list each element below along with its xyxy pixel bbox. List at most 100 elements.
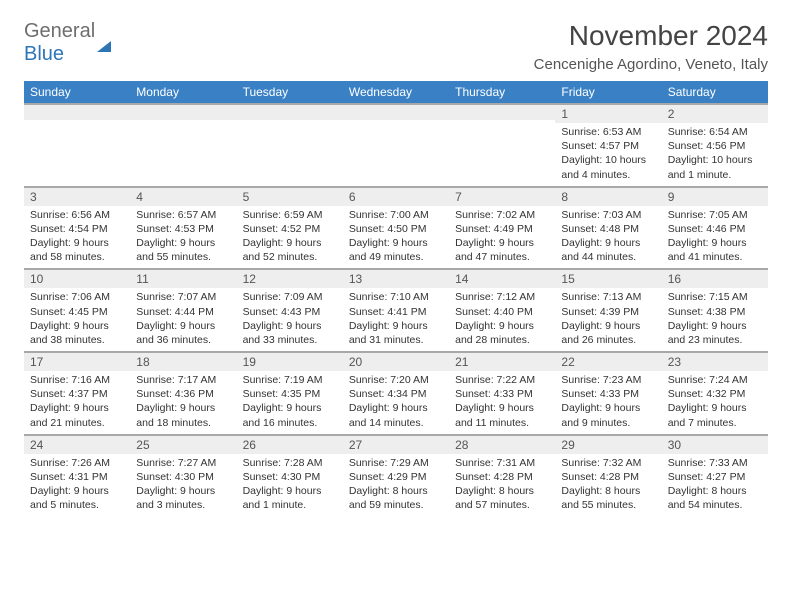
sunset: Sunset: 4:30 PM	[243, 470, 337, 484]
title-block: November 2024 Cencenighe Agordino, Venet…	[534, 20, 768, 73]
calendar-cell: 5Sunrise: 6:59 AMSunset: 4:52 PMDaylight…	[237, 186, 343, 269]
daylight: Daylight: 9 hours and 5 minutes.	[30, 484, 124, 512]
daylight: Daylight: 8 hours and 55 minutes.	[561, 484, 655, 512]
calendar-cell: 27Sunrise: 7:29 AMSunset: 4:29 PMDayligh…	[343, 434, 449, 516]
sunset: Sunset: 4:57 PM	[561, 139, 655, 153]
sunrise: Sunrise: 7:27 AM	[136, 456, 230, 470]
day-number: 24	[24, 435, 130, 454]
sunset: Sunset: 4:37 PM	[30, 387, 124, 401]
day-info: Sunrise: 7:20 AMSunset: 4:34 PMDaylight:…	[343, 371, 449, 434]
empty-day-strip	[237, 104, 343, 120]
day-info: Sunrise: 7:10 AMSunset: 4:41 PMDaylight:…	[343, 288, 449, 351]
day-number: 2	[662, 104, 768, 123]
empty-day-strip	[24, 104, 130, 120]
day-number: 9	[662, 187, 768, 206]
sunrise: Sunrise: 7:15 AM	[668, 290, 762, 304]
daylight: Daylight: 9 hours and 14 minutes.	[349, 401, 443, 429]
daylight: Daylight: 9 hours and 28 minutes.	[455, 319, 549, 347]
sunrise: Sunrise: 7:20 AM	[349, 373, 443, 387]
day-info: Sunrise: 7:17 AMSunset: 4:36 PMDaylight:…	[130, 371, 236, 434]
calendar-cell: 9Sunrise: 7:05 AMSunset: 4:46 PMDaylight…	[662, 186, 768, 269]
calendar-cell: 16Sunrise: 7:15 AMSunset: 4:38 PMDayligh…	[662, 269, 768, 352]
day-info: Sunrise: 7:31 AMSunset: 4:28 PMDaylight:…	[449, 454, 555, 517]
logo-text-wrap: General Blue	[24, 20, 111, 66]
calendar-cell: 1Sunrise: 6:53 AMSunset: 4:57 PMDaylight…	[555, 104, 661, 187]
sunset: Sunset: 4:52 PM	[243, 222, 337, 236]
calendar-week: 10Sunrise: 7:06 AMSunset: 4:45 PMDayligh…	[24, 269, 768, 352]
daylight: Daylight: 9 hours and 21 minutes.	[30, 401, 124, 429]
sunset: Sunset: 4:39 PM	[561, 305, 655, 319]
daylight: Daylight: 9 hours and 1 minute.	[243, 484, 337, 512]
day-info: Sunrise: 7:00 AMSunset: 4:50 PMDaylight:…	[343, 206, 449, 269]
sunrise: Sunrise: 7:12 AM	[455, 290, 549, 304]
daylight: Daylight: 9 hours and 52 minutes.	[243, 236, 337, 264]
day-info: Sunrise: 7:03 AMSunset: 4:48 PMDaylight:…	[555, 206, 661, 269]
daylight: Daylight: 8 hours and 54 minutes.	[668, 484, 762, 512]
day-number: 10	[24, 269, 130, 288]
calendar-body: 1Sunrise: 6:53 AMSunset: 4:57 PMDaylight…	[24, 104, 768, 517]
calendar-cell: 10Sunrise: 7:06 AMSunset: 4:45 PMDayligh…	[24, 269, 130, 352]
daylight: Daylight: 9 hours and 3 minutes.	[136, 484, 230, 512]
sunrise: Sunrise: 6:54 AM	[668, 125, 762, 139]
daylight: Daylight: 9 hours and 55 minutes.	[136, 236, 230, 264]
calendar-week: 24Sunrise: 7:26 AMSunset: 4:31 PMDayligh…	[24, 434, 768, 516]
sunset: Sunset: 4:41 PM	[349, 305, 443, 319]
day-info: Sunrise: 7:33 AMSunset: 4:27 PMDaylight:…	[662, 454, 768, 517]
sunset: Sunset: 4:40 PM	[455, 305, 549, 319]
sunrise: Sunrise: 7:00 AM	[349, 208, 443, 222]
day-number: 8	[555, 187, 661, 206]
sunset: Sunset: 4:49 PM	[455, 222, 549, 236]
calendar-week: 17Sunrise: 7:16 AMSunset: 4:37 PMDayligh…	[24, 352, 768, 435]
day-number: 14	[449, 269, 555, 288]
calendar-cell: 28Sunrise: 7:31 AMSunset: 4:28 PMDayligh…	[449, 434, 555, 516]
sunset: Sunset: 4:53 PM	[136, 222, 230, 236]
day-number: 17	[24, 352, 130, 371]
calendar-cell: 21Sunrise: 7:22 AMSunset: 4:33 PMDayligh…	[449, 352, 555, 435]
sunrise: Sunrise: 7:32 AM	[561, 456, 655, 470]
sunrise: Sunrise: 7:03 AM	[561, 208, 655, 222]
sunrise: Sunrise: 7:16 AM	[30, 373, 124, 387]
day-number: 27	[343, 435, 449, 454]
day-number: 28	[449, 435, 555, 454]
day-info: Sunrise: 7:15 AMSunset: 4:38 PMDaylight:…	[662, 288, 768, 351]
calendar-cell: 25Sunrise: 7:27 AMSunset: 4:30 PMDayligh…	[130, 434, 236, 516]
sunrise: Sunrise: 6:57 AM	[136, 208, 230, 222]
empty-day-strip	[130, 104, 236, 120]
calendar-cell: 19Sunrise: 7:19 AMSunset: 4:35 PMDayligh…	[237, 352, 343, 435]
day-info: Sunrise: 7:06 AMSunset: 4:45 PMDaylight:…	[24, 288, 130, 351]
calendar-cell: 24 Sunrise: 7:26 AMSunset: 4:31 PMDayligh…	[24, 434, 130, 516]
sunrise: Sunrise: 7:06 AM	[30, 290, 124, 304]
header: General Blue November 2024 Cencenighe Ag…	[24, 20, 768, 73]
day-number: 11	[130, 269, 236, 288]
sunset: Sunset: 4:31 PM	[30, 470, 124, 484]
day-number: 16	[662, 269, 768, 288]
daylight: Daylight: 9 hours and 31 minutes.	[349, 319, 443, 347]
sunset: Sunset: 4:28 PM	[561, 470, 655, 484]
day-number: 12	[237, 269, 343, 288]
sunset: Sunset: 4:28 PM	[455, 470, 549, 484]
calendar-cell: 4Sunrise: 6:57 AMSunset: 4:53 PMDaylight…	[130, 186, 236, 269]
calendar-cell: 15Sunrise: 7:13 AMSunset: 4:39 PMDayligh…	[555, 269, 661, 352]
daylight: Daylight: 9 hours and 47 minutes.	[455, 236, 549, 264]
sunset: Sunset: 4:46 PM	[668, 222, 762, 236]
calendar-cell	[343, 104, 449, 187]
daylight: Daylight: 9 hours and 16 minutes.	[243, 401, 337, 429]
day-number: 15	[555, 269, 661, 288]
calendar-cell: 26Sunrise: 7:28 AMSunset: 4:30 PMDayligh…	[237, 434, 343, 516]
sunrise: Sunrise: 6:56 AM	[30, 208, 124, 222]
calendar-cell: 13Sunrise: 7:10 AMSunset: 4:41 PMDayligh…	[343, 269, 449, 352]
daylight: Daylight: 9 hours and 41 minutes.	[668, 236, 762, 264]
sunset: Sunset: 4:45 PM	[30, 305, 124, 319]
day-info: Sunrise: 7:23 AMSunset: 4:33 PMDaylight:…	[555, 371, 661, 434]
sunset: Sunset: 4:50 PM	[349, 222, 443, 236]
daylight: Daylight: 9 hours and 23 minutes.	[668, 319, 762, 347]
daylight: Daylight: 9 hours and 44 minutes.	[561, 236, 655, 264]
sunrise: Sunrise: 7:26 AM	[30, 456, 124, 470]
day-info: Sunrise: 7:05 AMSunset: 4:46 PMDaylight:…	[662, 206, 768, 269]
daylight: Daylight: 8 hours and 57 minutes.	[455, 484, 549, 512]
empty-day-strip	[343, 104, 449, 120]
sunset: Sunset: 4:29 PM	[349, 470, 443, 484]
day-header-row: SundayMondayTuesdayWednesdayThursdayFrid…	[24, 81, 768, 104]
day-header: Friday	[555, 81, 661, 104]
day-info: Sunrise: 7:16 AMSunset: 4:37 PMDaylight:…	[24, 371, 130, 434]
